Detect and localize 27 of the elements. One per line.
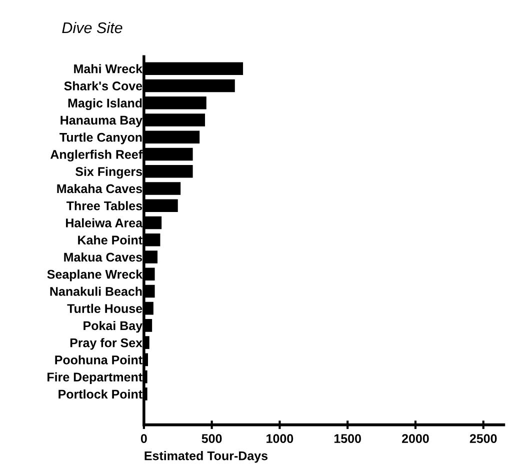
- y-tick-label: Kahe Point: [78, 235, 142, 245]
- y-tick-label: Magic Island: [68, 98, 142, 110]
- y-tick-label: Six Fingers: [76, 166, 142, 179]
- y-tick-label: Makaha Caves: [57, 184, 142, 194]
- x-tick-label: 2500: [470, 434, 497, 444]
- y-tick-label: Pray for Sex: [70, 338, 142, 350]
- x-tick-label: 0: [140, 434, 147, 444]
- y-tick-label: Fire Department: [48, 372, 142, 384]
- y-tick-label: Three Tables: [66, 201, 142, 210]
- y-tick-label: Turtle Canyon: [60, 132, 142, 144]
- y-tick-label: Portlock Point: [58, 389, 142, 399]
- x-tick-label: 1500: [334, 434, 361, 444]
- x-axis-title: Estimated Tour-Days: [144, 451, 268, 463]
- y-tick-label: Shark's Cove: [64, 81, 142, 90]
- x-tick-label: 500: [202, 434, 222, 444]
- y-tick-label: Hanauma Bay: [60, 116, 142, 128]
- x-tick-label: 2000: [402, 434, 429, 444]
- y-tick-label: Seaplane Wreck: [47, 270, 143, 282]
- y-tick-label: Makua Caves: [64, 252, 142, 262]
- y-tick-label: Anglerfish Reef: [50, 150, 143, 162]
- x-tick-label: 1000: [266, 434, 294, 444]
- chart-title: Dive Site: [62, 22, 122, 34]
- y-tick-label: Pokai Bay: [84, 320, 142, 333]
- y-tick-label: Nanakuli Beach: [50, 286, 142, 296]
- y-tick-label: Mahi Wreck: [74, 64, 143, 74]
- y-tick-label: Poohuna Point: [55, 355, 142, 364]
- y-tick-label: Turtle House: [67, 304, 142, 314]
